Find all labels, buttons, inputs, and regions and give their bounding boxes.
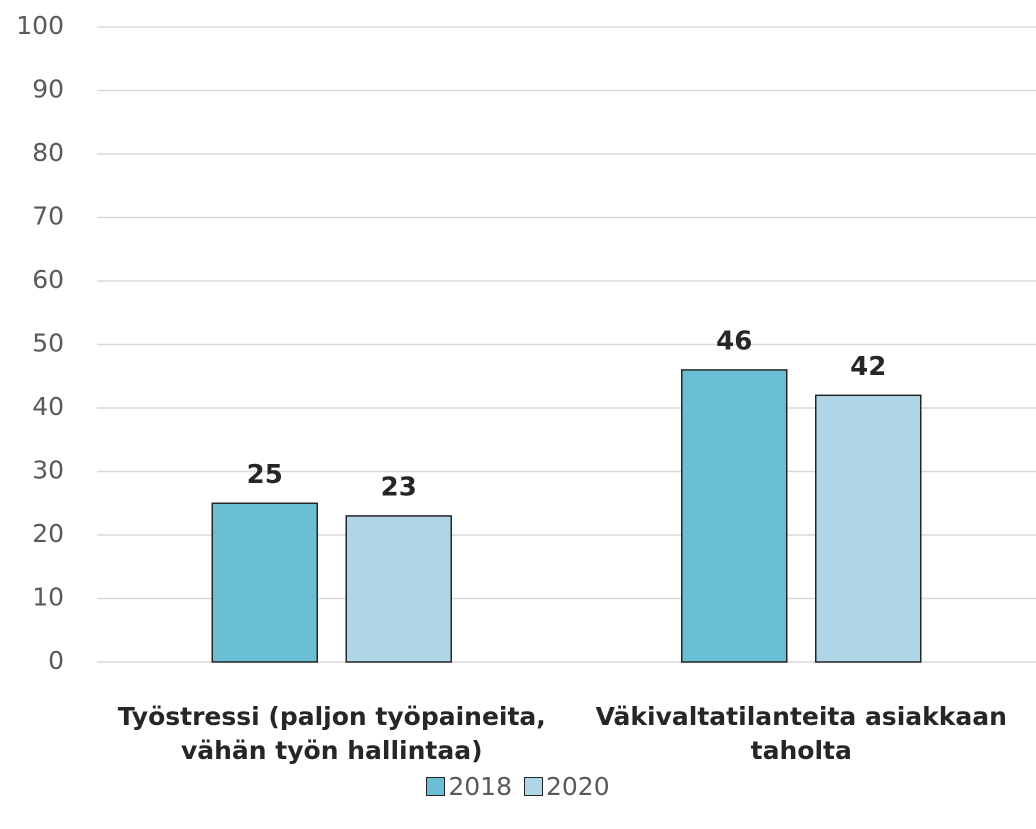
legend-item: 2018 <box>426 772 512 801</box>
bar <box>211 502 318 663</box>
bar <box>681 369 788 663</box>
legend-swatch <box>524 777 543 796</box>
legend-label: 2018 <box>448 772 512 801</box>
legend-label: 2020 <box>546 772 610 801</box>
data-label: 42 <box>850 352 886 382</box>
data-label: 25 <box>247 460 283 490</box>
bar <box>815 394 922 663</box>
y-tick-label: 40 <box>32 392 64 421</box>
y-tick-label: 50 <box>32 329 64 358</box>
data-label: 46 <box>716 326 752 356</box>
y-tick-label: 10 <box>32 583 64 612</box>
y-tick-label: 80 <box>32 138 64 167</box>
legend: 2018 2020 <box>0 772 1036 801</box>
data-label: 23 <box>381 472 417 502</box>
y-tick-label: 30 <box>32 456 64 485</box>
y-tick-label: 20 <box>32 519 64 548</box>
y-tick-label: 100 <box>16 11 64 40</box>
y-tick-label: 0 <box>48 646 64 675</box>
y-tick-label: 70 <box>32 202 64 231</box>
legend-swatch <box>426 777 446 796</box>
y-tick-label: 90 <box>32 75 64 104</box>
x-tick-label: Työstressi (paljon työpaineita, vähän ty… <box>117 702 546 765</box>
bar <box>345 515 452 663</box>
legend-item: 2020 <box>524 772 610 801</box>
y-tick-label: 60 <box>32 265 64 294</box>
x-tick-label: Väkivaltatilanteita asiakkaan taholta <box>595 702 1007 765</box>
